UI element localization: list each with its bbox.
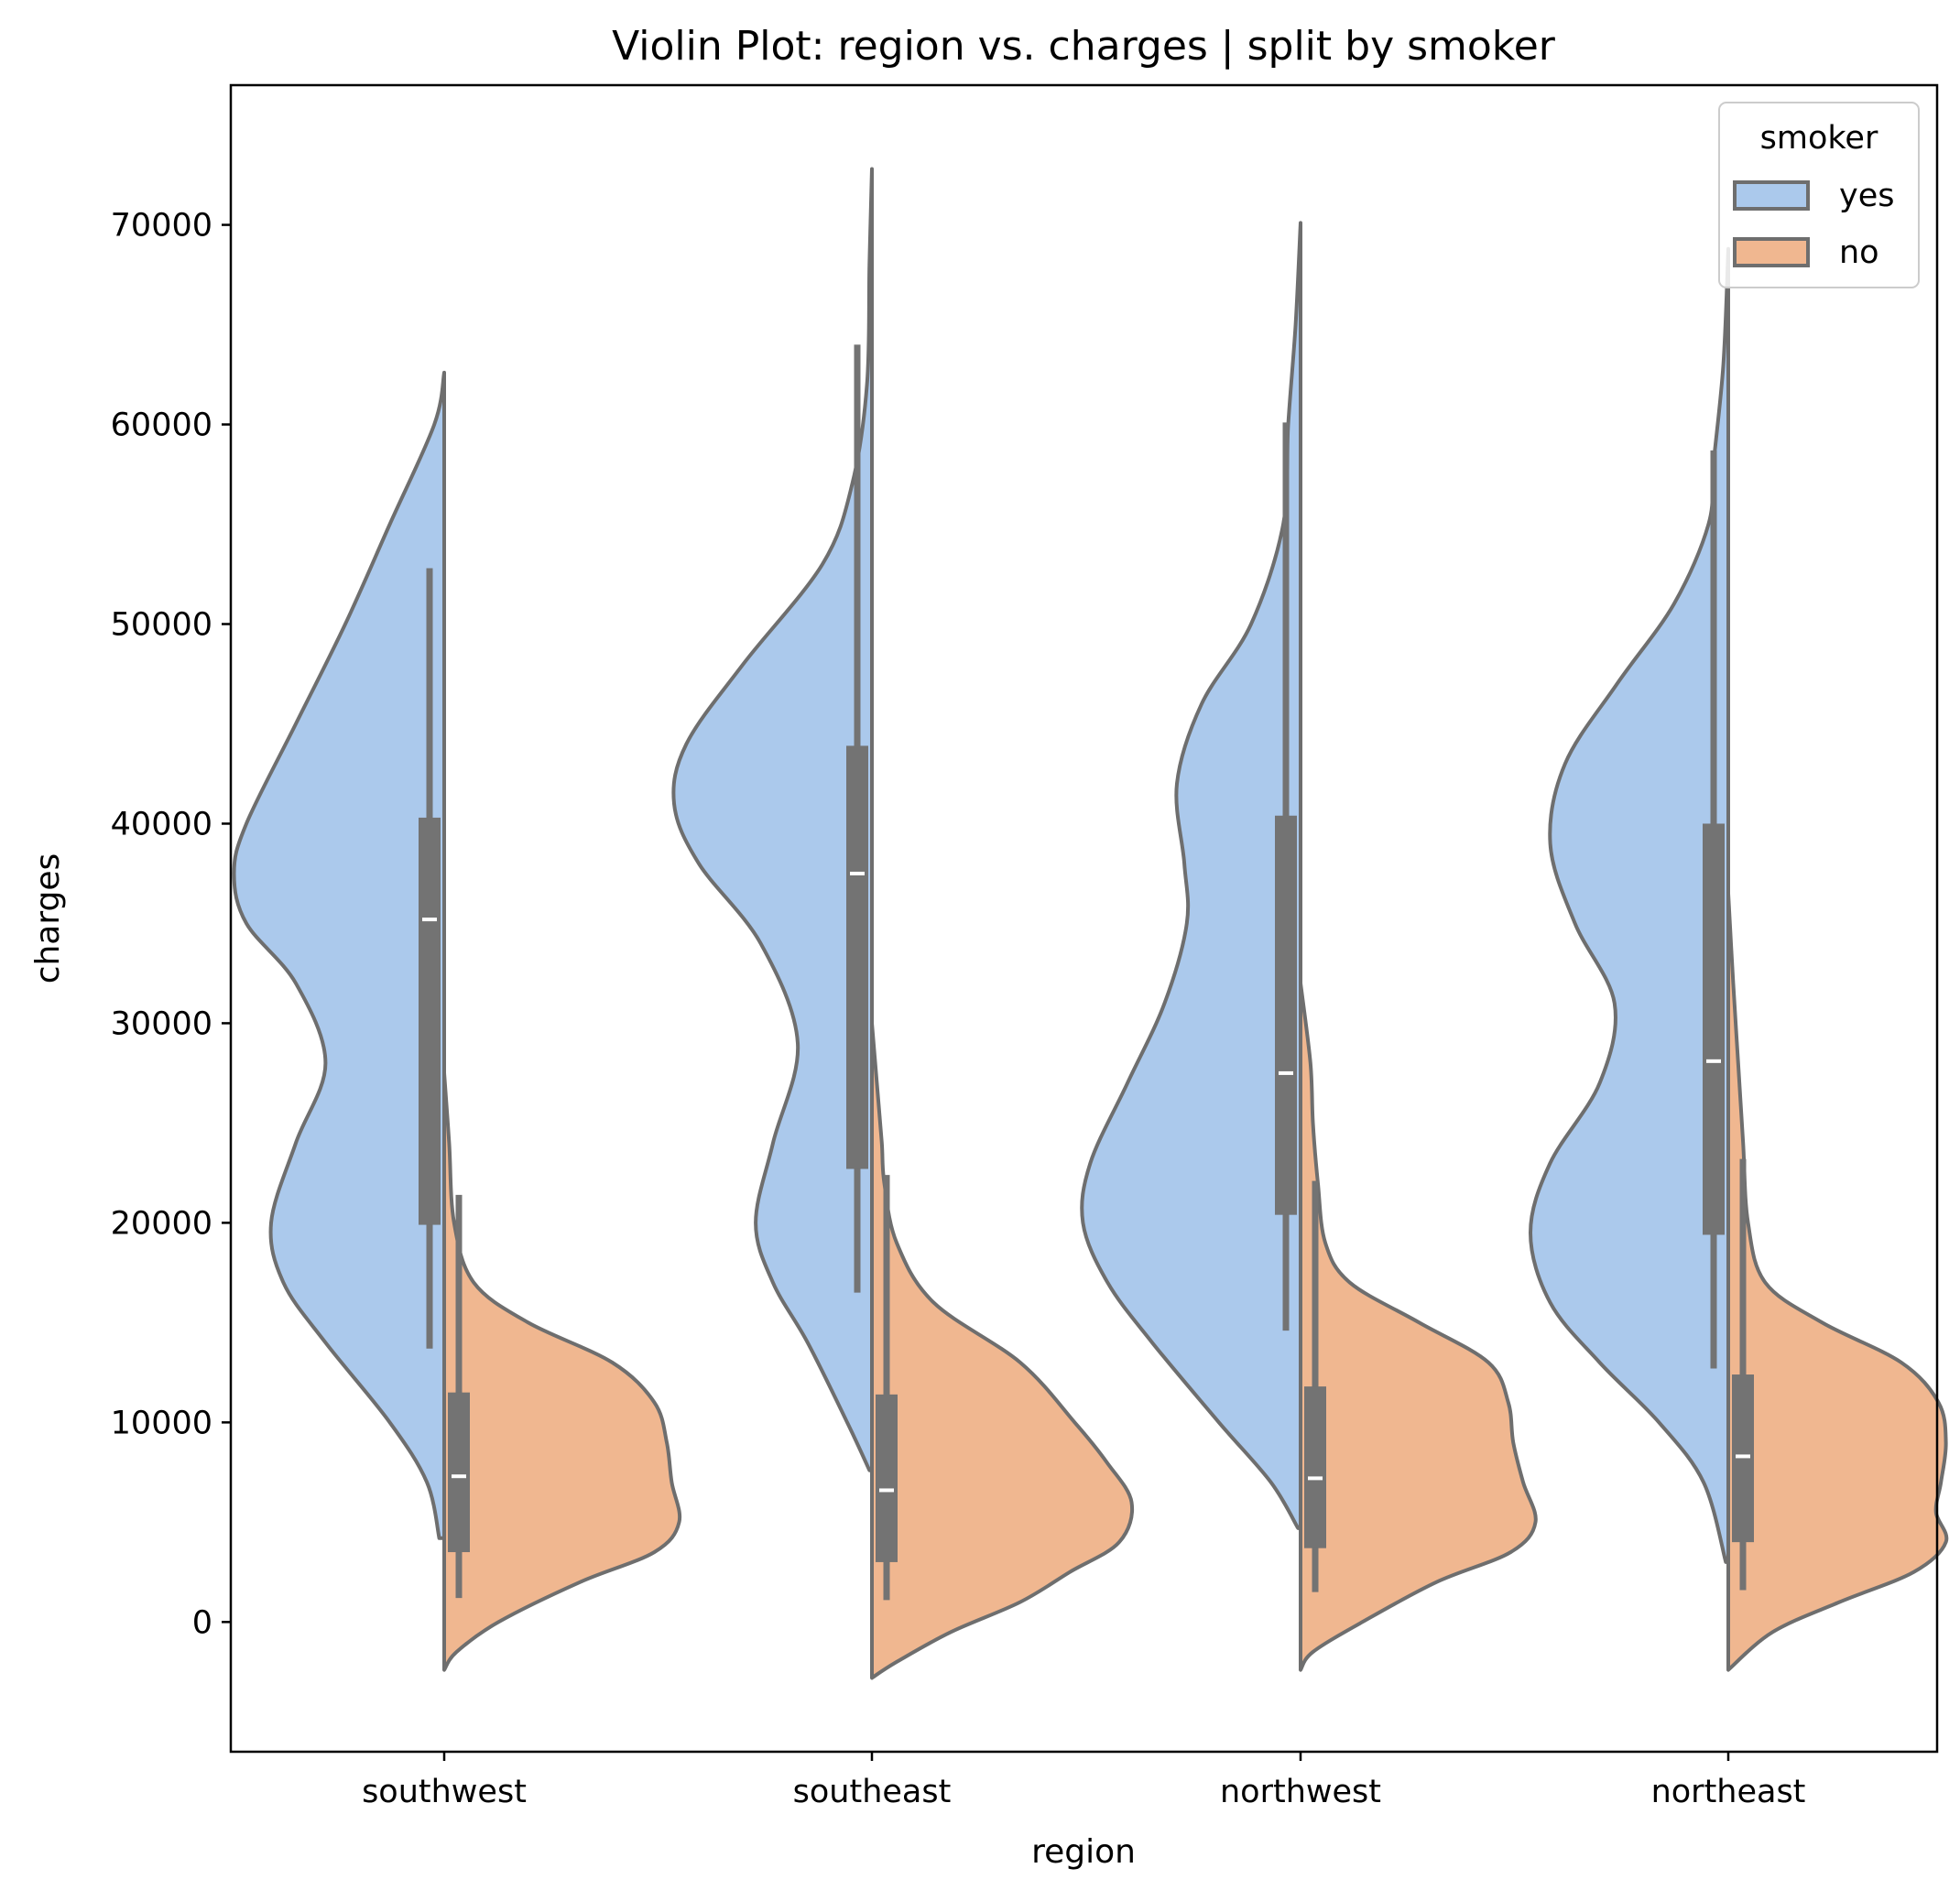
x-tick-label-southeast: southeast	[793, 1774, 952, 1810]
iqr-box-yes-southwest	[419, 817, 441, 1225]
violin-no-northeast	[1726, 891, 1949, 1672]
y-tick-label-50000: 50000	[111, 607, 212, 644]
iqr-box-yes-southeast	[846, 745, 868, 1169]
iqr-box-no-southeast	[876, 1394, 898, 1562]
y-tick-label-10000: 10000	[111, 1405, 212, 1441]
violin-yes-southwest	[232, 370, 446, 1540]
violin-no-northwest	[1299, 981, 1538, 1672]
legend-swatch-yes	[1733, 180, 1810, 211]
iqr-box-no-northeast	[1732, 1374, 1754, 1543]
violin-yes-southeast	[671, 167, 874, 1472]
iqr-box-yes-northeast	[1703, 823, 1725, 1235]
x-axis-label: region	[1031, 1833, 1136, 1871]
iqr-box-no-southwest	[448, 1392, 470, 1553]
y-tick-label-0: 0	[192, 1604, 212, 1641]
iqr-box-yes-northwest	[1275, 815, 1297, 1215]
iqr-box-no-northwest	[1304, 1386, 1326, 1548]
y-tick-label-20000: 20000	[111, 1205, 212, 1242]
violin-no-southeast	[870, 1021, 1135, 1680]
x-tick-label-northwest: northwest	[1220, 1774, 1381, 1810]
y-tick-label-30000: 30000	[111, 1005, 212, 1042]
legend-label-yes: yes	[1839, 178, 1894, 214]
y-tick-label-40000: 40000	[111, 806, 212, 842]
chart-title: Violin Plot: region vs. charges | split …	[612, 23, 1556, 70]
y-tick-label-60000: 60000	[111, 407, 212, 444]
x-tick-label-northeast: northeast	[1651, 1774, 1806, 1810]
legend-title: smoker	[1760, 120, 1878, 157]
legend-swatch-no	[1733, 237, 1810, 267]
plot-frame	[229, 83, 1939, 1754]
y-axis-label: charges	[29, 853, 67, 984]
legend-label-no: no	[1839, 234, 1879, 271]
legend: smoker yes no	[1718, 102, 1920, 288]
x-tick-label-southwest: southwest	[362, 1774, 527, 1810]
y-tick-label-70000: 70000	[111, 208, 212, 244]
axes: 0 10000 20000 30000 40000 50000 60000 70000 sout…	[111, 208, 1806, 1810]
plot-area	[232, 167, 1949, 1680]
